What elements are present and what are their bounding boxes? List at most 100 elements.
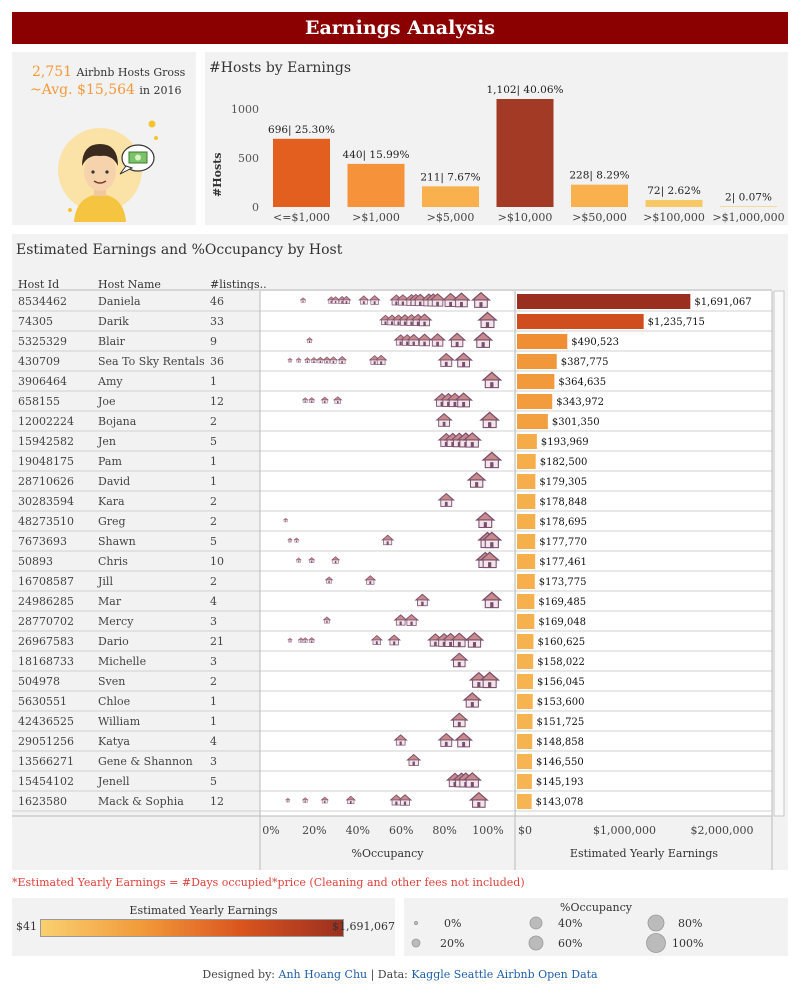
hist-bar-3 (496, 99, 554, 207)
occupancy-mark (316, 356, 325, 364)
occupancy-mark (479, 411, 501, 429)
occupancy-legend-marks (411, 914, 666, 953)
hist-xtick-5: >$100,000 (643, 211, 705, 224)
occupancy-mark (364, 575, 377, 585)
earnings-label: $160,625 (537, 637, 585, 648)
occupancy-mark (301, 637, 309, 643)
earnings-xlabel: Estimated Yearly Earnings (570, 847, 719, 860)
occupancy-mark (322, 616, 332, 624)
column-host-name[interactable]: Host Name (98, 278, 161, 291)
earnings-label: $179,305 (539, 477, 587, 488)
occupancy-mark (330, 556, 341, 564)
occupancy-mark (330, 296, 341, 304)
data-source-link[interactable]: Kaggle Seattle Airbnb Open Data (411, 968, 598, 981)
occupancy-mark (416, 313, 433, 327)
occupancy-mark (462, 692, 483, 708)
hist-ytick-2: 1000 (231, 103, 259, 116)
occupancy-mark (337, 356, 347, 364)
column-listings[interactable]: #listings.. (210, 278, 267, 291)
occupancy-mark (368, 295, 381, 305)
row-host-name: Jen (97, 435, 116, 448)
occupancy-mark (481, 371, 503, 389)
row-host-id: 48273510 (18, 515, 74, 528)
row-host-id: 42436525 (18, 715, 74, 728)
earnings-bar (517, 674, 533, 689)
row-listings: 12 (210, 795, 224, 808)
row-host-id: 430709 (18, 355, 60, 368)
earnings-label: $156,045 (537, 677, 585, 688)
earnings-label: $490,523 (571, 337, 619, 348)
occupancy-legend-label-100: 100% (672, 937, 704, 950)
earnings-label: $1,235,715 (648, 317, 705, 328)
row-listings: 1 (210, 475, 217, 488)
earnings-bar (517, 494, 536, 509)
occupancy-mark (464, 632, 485, 648)
occupancy-legend-label-80: 80% (678, 917, 703, 930)
occupancy-mark (406, 333, 422, 346)
earnings-bar (517, 354, 557, 369)
occupancy-mark (320, 796, 329, 804)
author-link[interactable]: Anh Hoang Chu (278, 968, 368, 981)
occupancy-mark (447, 332, 467, 348)
row-host-name: Chris (98, 555, 128, 568)
hist-xtick-1: >$1,000 (352, 211, 400, 224)
occupancy-mark (322, 356, 332, 364)
column-host-id[interactable]: Host Id (18, 278, 60, 291)
row-host-id: 658155 (18, 395, 60, 408)
row-listings: 2 (210, 575, 217, 588)
hist-bar-label-1: 440| 15.99% (343, 149, 410, 162)
row-listings: 2 (210, 495, 217, 508)
occupancy-mark (393, 614, 408, 626)
hist-bar-5 (645, 199, 703, 207)
earnings-legend-max: $1,691,067 (332, 920, 395, 933)
page-title: Earnings Analysis (12, 12, 788, 44)
earnings-bar (517, 514, 536, 529)
occupancy-mark (481, 531, 503, 549)
hist-xtick-6: >$1,000,000 (712, 211, 784, 224)
occupancy-mark (435, 412, 453, 427)
row-listings: 3 (210, 655, 217, 668)
occupancy-mark (320, 396, 329, 404)
occupancy-mark (393, 734, 408, 746)
table-scrollbar (773, 290, 785, 817)
occupancy-mark (387, 634, 401, 646)
occupancy-mark (406, 753, 422, 766)
row-host-name: Greg (98, 515, 126, 528)
row-host-name: Pam (98, 455, 122, 468)
earnings-bar (517, 594, 535, 609)
row-listings: 9 (210, 335, 217, 348)
earnings-bar (517, 654, 534, 669)
row-host-id: 15942582 (18, 435, 74, 448)
occupancy-mark (454, 732, 474, 748)
occupancy-mark (374, 354, 388, 365)
hist-bar-label-5: 72| 2.62% (647, 185, 701, 198)
occupancy-xtick-2: 40% (346, 824, 370, 837)
occupancy-mark (295, 357, 302, 363)
row-host-id: 5630551 (18, 695, 67, 708)
hist-bar-6 (720, 206, 777, 207)
row-host-name: David (98, 475, 130, 488)
occupancy-legend-title: %Occupancy (560, 901, 632, 914)
occupancy-mark (381, 534, 395, 546)
earnings-label: $169,048 (538, 617, 586, 628)
row-host-id: 16708587 (18, 575, 74, 588)
occupancy-mark (473, 331, 494, 348)
row-host-id: 5325329 (18, 335, 67, 348)
earnings-legend-title: Estimated Yearly Earnings (129, 904, 278, 917)
occupancy-mark (437, 732, 456, 747)
row-listings: 36 (210, 355, 224, 368)
earnings-bar (517, 694, 533, 709)
hist-bar-label-4: 228| 8.29% (569, 170, 629, 183)
row-listings: 1 (210, 375, 217, 388)
row-host-name: Blair (98, 335, 126, 348)
earnings-label: $151,725 (537, 717, 585, 728)
occupancy-mark (437, 492, 456, 507)
main-title: Estimated Earnings and %Occupancy by Hos… (16, 242, 343, 258)
occupancy-size-legend: %Occupancy 0% 20% 40% 60% 80% 100% (404, 898, 788, 956)
hist-bar-label-3: 1,102| 40.06% (487, 84, 564, 97)
row-host-name: Jenell (97, 775, 130, 788)
earnings-plot-area (516, 291, 772, 816)
occupancy-legend-mark-40 (529, 916, 543, 930)
earnings-label: $178,695 (539, 517, 587, 528)
